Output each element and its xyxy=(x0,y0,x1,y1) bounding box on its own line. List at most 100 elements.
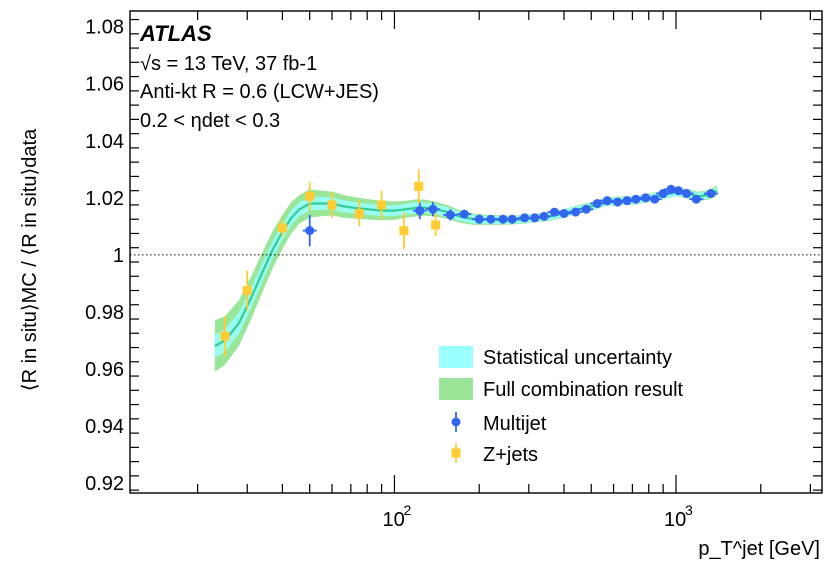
multijet-marker xyxy=(650,194,660,204)
multijet-point xyxy=(689,194,704,204)
multijet-marker xyxy=(549,207,559,217)
x-tick-label-exponent: 3 xyxy=(685,502,693,518)
multijet-point xyxy=(472,214,487,224)
multijet-point xyxy=(647,194,662,204)
y-tick-label: 0.98 xyxy=(85,302,124,324)
y-tick-label: 0.92 xyxy=(85,473,124,495)
zjets-point xyxy=(305,182,315,211)
multijet-marker xyxy=(459,209,469,219)
multijet-marker xyxy=(602,196,612,206)
multijet-point xyxy=(425,202,440,217)
multijet-point xyxy=(547,207,562,217)
zjets-point xyxy=(327,192,337,218)
statistical-uncertainty-band xyxy=(214,187,718,358)
zjets-point xyxy=(354,200,364,227)
y-tick-label: 1.08 xyxy=(85,17,124,39)
legend-zjets-marker xyxy=(451,443,461,463)
multijet-marker xyxy=(581,204,591,214)
multijet-point xyxy=(443,209,458,221)
zjets-point xyxy=(414,169,424,204)
multijet-point xyxy=(600,196,615,206)
multijet-marker xyxy=(682,189,692,199)
x-tick-label: 10 xyxy=(382,509,404,531)
axis-ticks xyxy=(130,11,822,493)
plot-frame xyxy=(129,10,823,494)
y-tick-labels: 0.92 0.94 0.96 0.98 1 1.02 1.04 1.06 1.08 xyxy=(85,17,124,495)
legend-multijet-marker xyxy=(451,412,461,432)
multijet-marker xyxy=(641,193,651,203)
legend: Statistical uncertainty Full combination… xyxy=(439,346,684,466)
zjets-marker xyxy=(431,220,441,230)
legend-full-swatch xyxy=(439,378,473,400)
y-tick-label: 0.94 xyxy=(85,416,124,438)
y-tick-label: 1.04 xyxy=(85,131,124,153)
legend-multijet-dot xyxy=(451,417,461,427)
multijet-point xyxy=(537,211,552,221)
zjets-point xyxy=(377,190,387,220)
multijet-marker xyxy=(428,204,438,214)
multijet-point xyxy=(610,197,625,207)
multijet-point xyxy=(412,202,427,220)
multijet-point xyxy=(302,214,317,247)
multijet-point xyxy=(679,189,694,199)
multijet-marker xyxy=(622,196,632,206)
y-tick-label: 0.96 xyxy=(85,359,124,381)
x-axis-title: p_T^jet [GeV] xyxy=(698,538,820,560)
y-tick-label: 1.06 xyxy=(85,74,124,96)
multijet-point xyxy=(703,189,718,199)
multijet-marker xyxy=(631,194,641,204)
y-axis-title: ⟨R in situ⟩MC / ⟨R in situ⟩data xyxy=(19,128,41,391)
multijet-marker xyxy=(474,214,484,224)
multijet-point xyxy=(483,214,498,224)
multijet-marker xyxy=(445,210,455,220)
legend-zjets-label: Z+jets xyxy=(483,444,538,466)
multijet-marker xyxy=(706,189,716,199)
x-tick-label: 10 xyxy=(664,509,686,531)
multijet-point xyxy=(628,194,643,204)
legend-stat-swatch xyxy=(439,346,473,368)
legend-zjets-square xyxy=(451,448,461,458)
zjets-marker xyxy=(220,331,230,341)
zjets-point xyxy=(242,270,252,311)
zjets-point xyxy=(277,219,287,237)
zjets-point xyxy=(399,212,409,250)
multijet-point xyxy=(457,209,472,219)
x-tick-labels: 102 103 xyxy=(382,502,693,531)
zjets-marker xyxy=(399,226,409,236)
zjets-marker xyxy=(242,286,252,296)
multijet-point xyxy=(590,199,605,209)
y-tick-label: 1 xyxy=(113,245,124,267)
multijet-marker xyxy=(486,214,496,224)
multijet-point xyxy=(656,189,671,199)
multijet-point xyxy=(556,208,571,218)
legend-stat-label: Statistical uncertainty xyxy=(483,347,672,369)
multijet-marker xyxy=(520,213,530,223)
multijet-point xyxy=(527,213,542,223)
x-tick-label-exponent: 2 xyxy=(403,502,411,518)
multijet-marker xyxy=(691,194,701,204)
multijet-marker xyxy=(507,214,517,224)
zjets-marker xyxy=(377,200,387,210)
zjets-marker xyxy=(327,200,337,210)
zjets-marker xyxy=(277,223,287,233)
multijet-point xyxy=(568,207,583,217)
multijet-marker xyxy=(530,213,540,223)
multijet-marker xyxy=(305,226,315,236)
multijet-marker xyxy=(539,211,549,221)
y-tick-label: 1.02 xyxy=(85,188,124,210)
multijet-marker xyxy=(498,214,508,224)
legend-full-label: Full combination result xyxy=(483,379,684,401)
multijet-marker xyxy=(559,208,569,218)
zjets-marker xyxy=(305,191,315,201)
zjets-marker xyxy=(414,181,424,191)
multijet-marker xyxy=(658,189,668,199)
experiment-label: ATLAS xyxy=(139,21,212,46)
full-combination-band xyxy=(214,185,718,372)
zjets-marker xyxy=(354,208,364,218)
jet-algorithm-annotation: Anti-kt R = 0.6 (LCW+JES) xyxy=(140,81,379,103)
multijet-marker xyxy=(613,197,623,207)
data-points xyxy=(220,169,718,357)
multijet-point xyxy=(579,204,594,214)
zjets-point xyxy=(220,316,230,357)
multijet-marker xyxy=(592,199,602,209)
